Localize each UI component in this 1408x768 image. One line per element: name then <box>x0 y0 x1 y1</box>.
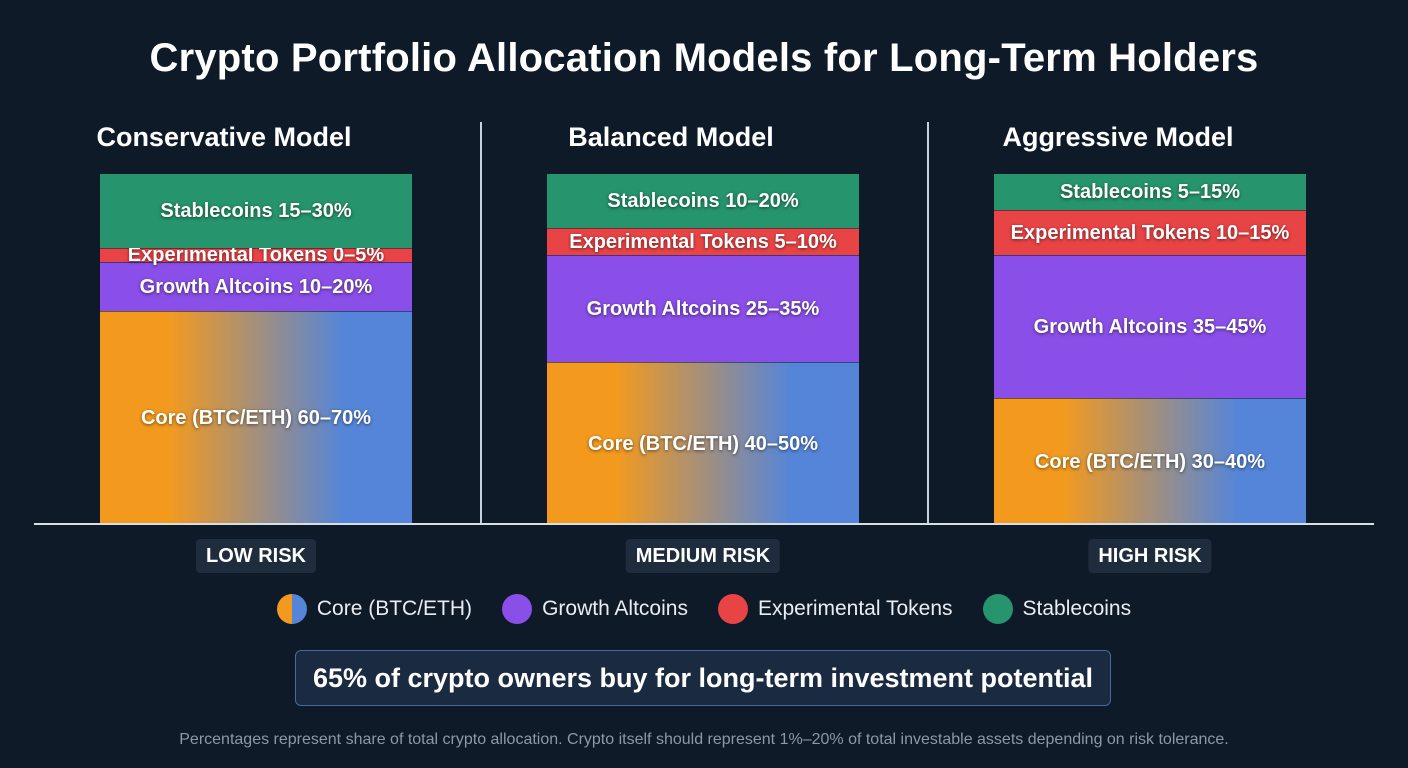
risk-badge: LOW RISK <box>196 539 316 573</box>
bar-segment-stable: Stablecoins 5–15% <box>994 174 1306 210</box>
bar-segment-growth: Growth Altcoins 25–35% <box>547 254 859 363</box>
stacked-bar: Core (BTC/ETH) 60–70% Growth Altcoins 10–… <box>100 174 412 524</box>
segment-label: Experimental Tokens 5–10% <box>569 230 837 253</box>
segment-label: Core (BTC/ETH) 40–50% <box>587 432 819 455</box>
legend-item-growth: Growth Altcoins <box>502 594 688 624</box>
segment-label: Experimental Tokens 0–5% <box>127 244 385 267</box>
bar-segment-experimental: Experimental Tokens 0–5% <box>100 244 412 267</box>
segment-label: Core (BTC/ETH) 30–40% <box>1034 450 1266 473</box>
bar-segment-experimental: Experimental Tokens 5–10% <box>547 227 859 255</box>
bar-segment-growth: Growth Altcoins 10–20% <box>100 262 412 312</box>
legend-label: Stablecoins <box>1022 597 1132 620</box>
risk-badge: MEDIUM RISK <box>625 539 781 573</box>
model-panel-2: Balanced Model Core (BTC/ETH) 40–50% Growt… <box>447 118 895 538</box>
footnote: Percentages represent share of total cry… <box>179 731 1229 748</box>
legend-swatch <box>276 594 307 624</box>
model-title: Aggressive Model <box>1002 122 1234 152</box>
callout-box: 65% of crypto owners buy for long-term i… <box>295 650 1111 706</box>
legend-item-core: Core (BTC/ETH) <box>276 594 473 624</box>
chart-title: Crypto Portfolio Allocation Models for L… <box>149 36 1259 80</box>
segment-label: Stablecoins 15–30% <box>160 199 352 222</box>
segment-label: Stablecoins 5–15% <box>1059 180 1241 203</box>
segment-label: Core (BTC/ETH) 60–70% <box>140 407 372 430</box>
legend-item-stable: Stablecoins <box>982 594 1132 624</box>
stacked-bar: Core (BTC/ETH) 30–40% Growth Altcoins 35–… <box>994 174 1306 524</box>
model-panel-3: Aggressive Model Core (BTC/ETH) 30–40% Gro… <box>894 118 1342 538</box>
legend-item-experimental: Experimental Tokens <box>717 594 953 624</box>
panel-divider-1 <box>480 122 482 524</box>
panel-divider-2 <box>927 122 929 524</box>
segment-label: Growth Altcoins 25–35% <box>586 298 820 321</box>
model-title: Conservative Model <box>96 122 352 152</box>
stacked-bar: Core (BTC/ETH) 40–50% Growth Altcoins 25–… <box>547 174 859 524</box>
chart-baseline <box>34 523 1374 525</box>
bar-segment-experimental: Experimental Tokens 10–15% <box>994 209 1306 255</box>
model-panel-1: Conservative Model Core (BTC/ETH) 60–70% G… <box>0 118 448 538</box>
chart-legend: Core (BTC/ETH) Growth Altcoins Experimenta… <box>0 594 1408 624</box>
bar-segment-core: Core (BTC/ETH) 40–50% <box>547 362 859 524</box>
segment-label: Growth Altcoins 35–45% <box>1033 316 1267 339</box>
bar-segment-growth: Growth Altcoins 35–45% <box>994 254 1306 399</box>
legend-swatch <box>982 594 1013 624</box>
legend-label: Core (BTC/ETH) <box>316 597 473 620</box>
bar-segment-core: Core (BTC/ETH) 30–40% <box>994 398 1306 524</box>
legend-swatch <box>502 594 533 624</box>
bar-segment-stable: Stablecoins 15–30% <box>100 174 412 248</box>
bar-segment-core: Core (BTC/ETH) 60–70% <box>100 311 412 524</box>
bar-segment-stable: Stablecoins 10–20% <box>547 174 859 228</box>
segment-label: Stablecoins 10–20% <box>607 189 799 212</box>
segment-label: Growth Altcoins 10–20% <box>139 276 373 299</box>
segment-label: Experimental Tokens 10–15% <box>1010 221 1290 244</box>
legend-label: Growth Altcoins <box>542 597 688 620</box>
legend-label: Experimental Tokens <box>757 597 953 620</box>
legend-swatch <box>717 594 748 624</box>
risk-badge: HIGH RISK <box>1088 539 1212 573</box>
model-title: Balanced Model <box>568 122 774 152</box>
